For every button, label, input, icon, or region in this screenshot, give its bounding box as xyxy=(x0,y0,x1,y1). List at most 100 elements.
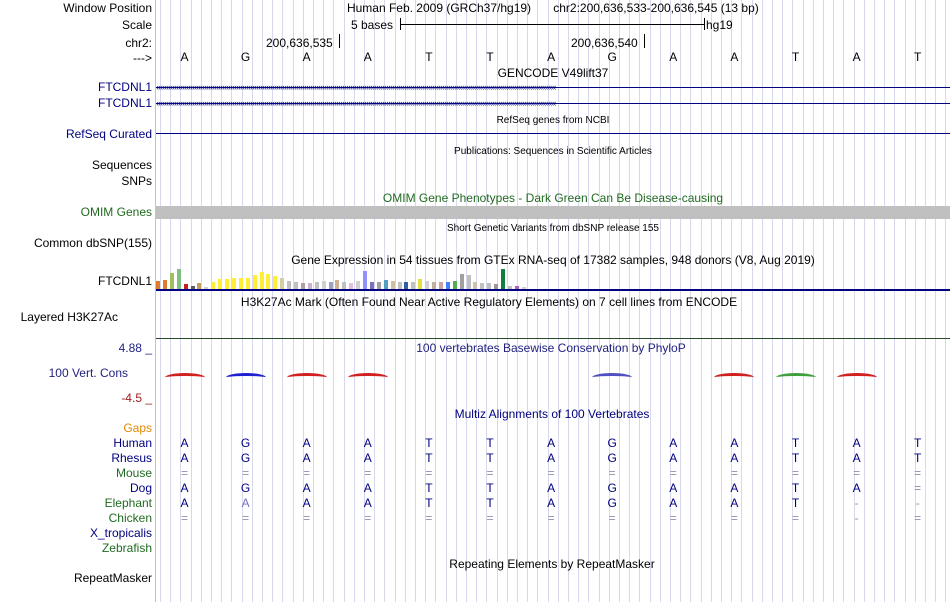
gtex-tissue-bar[interactable] xyxy=(211,282,216,289)
species-label[interactable]: Mouse xyxy=(115,466,152,480)
alignment-base: A xyxy=(852,481,861,495)
gtex-tissue-bar[interactable] xyxy=(411,282,416,289)
alignment-base: - xyxy=(854,496,859,510)
species-label[interactable]: Zebrafish xyxy=(101,541,152,555)
grid-line xyxy=(293,0,294,602)
gtex-tissue-bar[interactable] xyxy=(452,281,457,289)
gtex-tissue-bar[interactable] xyxy=(204,287,209,289)
grid-line xyxy=(721,0,722,602)
gtex-tissue-bar[interactable] xyxy=(342,282,347,289)
gtex-tissue-bar[interactable] xyxy=(300,283,305,289)
gtex-tissue-bar[interactable] xyxy=(363,271,367,289)
alignment-base: A xyxy=(669,436,678,450)
sequences-label[interactable]: Sequences xyxy=(91,158,152,172)
gtex-tissue-bar[interactable] xyxy=(314,282,319,289)
gtex-tissue-bar[interactable] xyxy=(280,278,285,289)
grid-line xyxy=(741,0,742,602)
gtex-tissue-bar[interactable] xyxy=(369,282,374,289)
grid-line xyxy=(497,0,498,602)
gtex-tissue-bar[interactable] xyxy=(273,276,278,289)
gtex-tissue-bar[interactable] xyxy=(459,274,464,289)
gtex-tissue-bar[interactable] xyxy=(218,279,223,289)
gtex-tissue-bar[interactable] xyxy=(225,279,229,289)
gtex-tissue-bar[interactable] xyxy=(238,278,243,289)
omim-title: OMIM Gene Phenotypes - Dark Green Can Be… xyxy=(382,191,724,205)
alignment-base: T xyxy=(791,451,800,465)
gtex-tissue-bar[interactable] xyxy=(376,282,381,289)
alignment-base: T xyxy=(486,496,494,510)
gtex-tissue-bar[interactable] xyxy=(266,274,271,289)
gtex-tissue-bar[interactable] xyxy=(156,281,160,289)
alignment-base: = xyxy=(547,511,555,525)
gtex-tissue-bar[interactable] xyxy=(252,275,257,289)
gtex-tissue-bar[interactable] xyxy=(176,269,181,289)
grid-line xyxy=(884,0,885,602)
gencode-transcript-1[interactable] xyxy=(156,87,950,88)
gtex-label[interactable]: FTCDNL1 xyxy=(97,274,152,288)
refseq-transcript[interactable] xyxy=(156,133,950,134)
omim-label[interactable]: OMIM Genes xyxy=(80,205,152,219)
gtex-tissue-bar[interactable] xyxy=(418,279,423,289)
gencode-label-2[interactable]: FTCDNL1 xyxy=(97,96,152,110)
alignment-base: T xyxy=(791,481,800,495)
gtex-tissue-bar[interactable] xyxy=(507,286,512,289)
gtex-tissue-bar[interactable] xyxy=(404,282,409,289)
gtex-tissue-bar[interactable] xyxy=(466,275,471,289)
alignment-base: G xyxy=(607,481,617,495)
gtex-tissue-bar[interactable] xyxy=(521,287,526,289)
gtex-tissue-bar[interactable] xyxy=(335,280,340,289)
grid-line xyxy=(803,0,804,602)
gaps-label[interactable]: Gaps xyxy=(123,421,152,435)
gtex-tissue-bar[interactable] xyxy=(245,278,250,289)
species-label[interactable]: Human xyxy=(113,436,152,450)
gtex-tissue-bar[interactable] xyxy=(438,282,443,289)
species-label[interactable]: X_tropicalis xyxy=(89,526,152,540)
species-label[interactable]: Chicken xyxy=(108,511,152,525)
snps-label[interactable]: SNPs xyxy=(121,174,152,188)
omim-feature[interactable] xyxy=(156,206,950,219)
gencode-transcript-2[interactable] xyxy=(156,103,950,104)
alignment-base: A xyxy=(852,436,861,450)
gtex-tissue-bar[interactable] xyxy=(473,282,478,289)
gtex-tissue-bar[interactable] xyxy=(294,282,298,289)
gtex-tissue-bar[interactable] xyxy=(183,284,188,289)
species-label[interactable]: Dog xyxy=(129,481,152,495)
gtex-tissue-bar[interactable] xyxy=(287,281,292,289)
gtex-tissue-bar[interactable] xyxy=(259,272,264,289)
scale-text: 5 bases xyxy=(351,18,394,32)
alignment-base: T xyxy=(425,451,433,465)
gtex-tissue-bar[interactable] xyxy=(321,281,326,289)
gtex-tissue-bar[interactable] xyxy=(383,280,388,289)
gtex-tissue-bar[interactable] xyxy=(397,282,402,289)
dbsnp-label[interactable]: Common dbSNP(155) xyxy=(33,236,152,250)
phylop-label[interactable]: 100 Vert. Cons xyxy=(48,366,128,380)
gtex-tissue-bar[interactable] xyxy=(425,281,430,289)
gtex-tissue-bar[interactable] xyxy=(480,283,485,289)
gtex-tissue-bar[interactable] xyxy=(390,281,395,289)
gtex-tissue-bar[interactable] xyxy=(501,269,505,289)
phylop-score-mark xyxy=(775,373,816,382)
repeatmasker-label[interactable]: RepeatMasker xyxy=(73,571,152,585)
gtex-tissue-bar[interactable] xyxy=(231,278,236,289)
gtex-tissue-bar[interactable] xyxy=(432,282,436,289)
gtex-tissue-bar[interactable] xyxy=(356,281,361,289)
gtex-tissue-bar[interactable] xyxy=(349,283,354,289)
refseq-label[interactable]: RefSeq Curated xyxy=(65,127,152,141)
gtex-tissue-bar[interactable] xyxy=(162,280,167,289)
gtex-tissue-bar[interactable] xyxy=(494,284,499,289)
gtex-bar-chart[interactable] xyxy=(156,268,536,289)
species-label[interactable]: Elephant xyxy=(104,496,152,510)
gtex-tissue-bar[interactable] xyxy=(169,273,174,289)
gtex-tissue-bar[interactable] xyxy=(197,283,202,289)
gtex-tissue-bar[interactable] xyxy=(190,286,195,289)
gtex-tissue-bar[interactable] xyxy=(487,283,492,289)
gtex-tissue-bar[interactable] xyxy=(328,282,333,289)
gencode-label-1[interactable]: FTCDNL1 xyxy=(97,80,152,94)
species-label[interactable]: Rhesus xyxy=(111,451,152,465)
grid-line xyxy=(527,0,528,602)
gtex-tissue-bar[interactable] xyxy=(514,286,519,289)
gtex-tissue-bar[interactable] xyxy=(307,283,312,289)
alignment-base: = xyxy=(791,466,799,480)
h3k27ac-label[interactable]: Layered H3K27Ac xyxy=(20,310,118,324)
gtex-tissue-bar[interactable] xyxy=(445,282,450,289)
